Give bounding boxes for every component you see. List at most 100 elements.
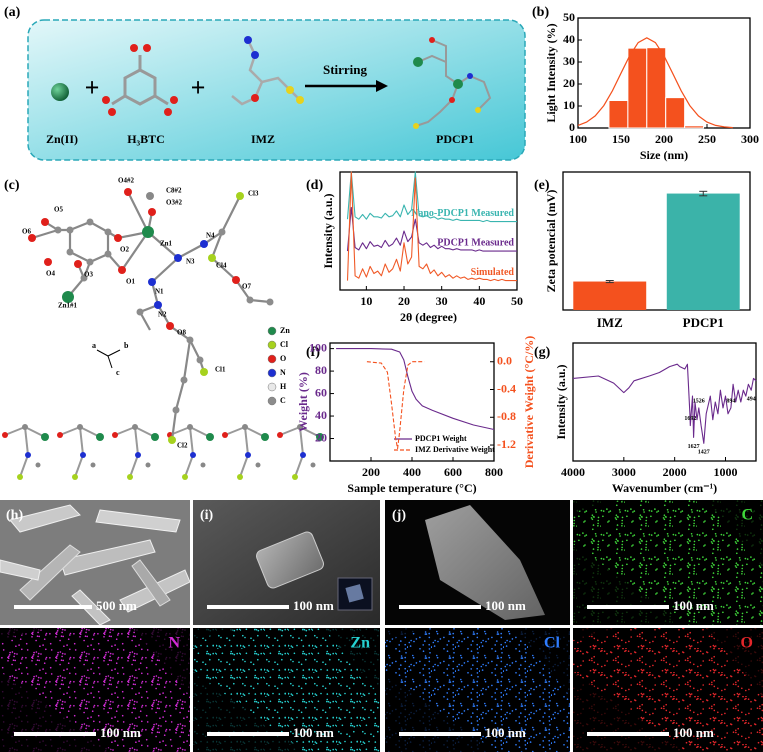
x-tick-label: IMZ: [597, 315, 623, 330]
atom: [174, 254, 182, 262]
x-axis-label: 2θ (degree): [400, 310, 457, 324]
atom: [246, 296, 254, 304]
axis-glyph: [96, 349, 121, 357]
bar: [666, 193, 740, 310]
panel-label: (i): [200, 508, 214, 523]
legend-atom: [267, 382, 277, 392]
x-tick-label: 200: [655, 132, 673, 146]
atom: [146, 192, 154, 200]
atom: [186, 336, 194, 344]
x-tick-label: 800: [485, 465, 503, 479]
plot-frame: [572, 342, 757, 462]
x-tick-label: 50: [511, 294, 523, 308]
atom: [148, 278, 156, 286]
arrow-head: [376, 80, 388, 92]
panel-label: (c): [4, 178, 20, 193]
bond: [68, 220, 110, 264]
bond: [170, 339, 192, 441]
x-tick-label: 40: [473, 294, 485, 308]
histogram-bar: [665, 97, 686, 129]
y-tick-label: 100: [309, 340, 327, 354]
atom: [124, 188, 132, 196]
atom: [62, 291, 74, 303]
panel-label: (e): [534, 178, 550, 193]
atom-label: O7: [242, 283, 251, 291]
legend-atom: [267, 354, 277, 364]
y-tick-label: 30: [563, 54, 575, 68]
atom-label: O3#2: [166, 199, 182, 207]
legend-label: H: [280, 382, 287, 391]
bond: [31, 228, 59, 240]
atom-label: N4: [206, 232, 215, 240]
atom-label: Cl2: [177, 442, 188, 450]
arrow-label: Stirring: [323, 62, 368, 77]
legend-atom: [267, 368, 277, 378]
scale-bar-label: 100 nm: [100, 725, 141, 740]
legend-atom: [267, 340, 277, 350]
x-axis-label: Wavenumber (cm⁻¹): [612, 481, 717, 495]
x-tick-label: 30: [436, 294, 448, 308]
y-tick-label: 80: [315, 363, 327, 377]
chain-structure: [0, 415, 330, 495]
legend-label: IMZ Derivative Weight: [415, 445, 495, 454]
panel-label: (a): [4, 5, 21, 20]
bond: [169, 325, 206, 373]
y-tick-label: 60: [315, 385, 327, 399]
series-line: [572, 363, 757, 444]
pdcp1-molecule: [413, 37, 492, 129]
atom: [236, 192, 244, 200]
series-line: [346, 206, 517, 252]
panel-label: (j): [392, 508, 406, 523]
y-axis-label: Weight (%): [296, 372, 310, 432]
y-tick-label: 10: [563, 98, 575, 112]
histogram-bar: [646, 47, 667, 129]
element-map-signal: [0, 628, 190, 752]
bar: [573, 281, 647, 310]
scale-bar-label: 100 nm: [673, 598, 714, 613]
element-map-signal: [193, 628, 380, 752]
x-tick-label: 4000: [561, 465, 585, 479]
atom: [148, 208, 156, 216]
series-label: Simulated: [471, 267, 515, 278]
atom-label: O8: [177, 329, 186, 337]
x-tick-label: 1000: [714, 465, 738, 479]
plot-frame: [562, 171, 751, 311]
legend-label: C: [280, 396, 286, 405]
atom-label: Cl1: [215, 366, 226, 374]
atom: [208, 254, 216, 262]
histogram-bar: [627, 47, 648, 129]
y-tick-label: 20: [315, 430, 327, 444]
y2-tick-label: 0.0: [497, 353, 512, 367]
particle: [425, 505, 545, 620]
y2-tick-label: -0.4: [497, 381, 516, 395]
atom-label: O4#2: [118, 177, 134, 185]
fit-curve: [577, 37, 733, 129]
scale-bar-label: 100 nm: [293, 598, 334, 613]
inset-crystal: [345, 584, 364, 603]
atom: [232, 276, 240, 284]
atom: [80, 274, 88, 282]
x-tick-label: 150: [612, 132, 630, 146]
atom-label: Zn1: [160, 240, 173, 248]
peak-label: 1627: [688, 444, 700, 450]
y-tick-label: 40: [315, 408, 327, 422]
x-axis-label: Sample temperature (°C): [347, 481, 476, 495]
atom: [154, 301, 162, 309]
panel-label: (h): [6, 508, 23, 523]
product-label: PDCP1: [436, 132, 474, 146]
x-tick-label: 20: [398, 294, 410, 308]
x-tick-label: 250: [698, 132, 716, 146]
series-line: [346, 171, 517, 223]
bond: [138, 303, 159, 331]
btc-molecule: [102, 44, 178, 116]
atom: [66, 226, 74, 234]
legend-label: N: [280, 368, 286, 377]
plus-sign: +: [191, 73, 206, 102]
atom: [168, 436, 176, 444]
series-line: [366, 361, 425, 450]
scheme-box: [27, 19, 526, 161]
peak-label: 1526: [693, 398, 705, 404]
x-tick-label: 100: [569, 132, 587, 146]
element-map-signal: [573, 628, 763, 752]
crystal-axis-label: a: [92, 341, 96, 350]
